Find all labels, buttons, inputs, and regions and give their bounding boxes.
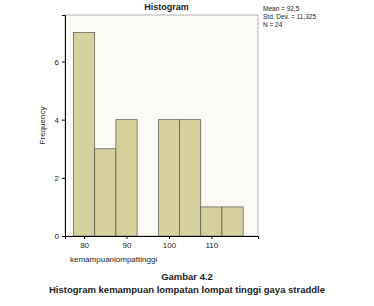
y-axis-title: Frequency [38,107,47,145]
x-tick-mark [84,236,85,239]
y-tick-mark [62,120,65,121]
title: Histogram [144,2,189,12]
y-tick: 4 [55,116,65,125]
y-tick-label: 2 [55,174,60,183]
x-tick-label: 100 [163,241,177,250]
y-tick-mark [62,236,65,237]
x-axis-line [66,237,259,240]
stats-box: Mean = 92,5Std. Dev. = 11,325N = 24 [263,5,316,28]
annotation: Mean = 92,5 [263,5,300,12]
chart: 80 90 100 110 0 2 4 6 Histogram kemampuanlompatti… [0,0,374,306]
histogram-bar [180,120,201,236]
bars [73,32,243,236]
x-tick-mark [127,236,128,239]
x-tick: 80 [80,236,89,250]
y-tick: 6 [55,58,65,67]
y-tick-label: 6 [55,58,60,67]
histogram-bar [222,207,243,236]
x-tick-label: 110 [205,241,218,250]
caption-number: Gambar 4.2 [161,271,213,282]
x-tick: 100 [163,236,177,250]
histogram-bar [73,32,94,236]
y-tick-mark [62,62,65,63]
histogram-bar [95,149,116,236]
histogram-bar [158,120,179,236]
histogram-bar [116,120,137,236]
histogram-bar [137,236,158,237]
y-tick-label: 4 [55,116,60,125]
x-tick-mark [211,236,212,239]
y-tick-label: 0 [55,232,60,241]
plot-frame [65,15,258,236]
x-tick: 110 [205,236,218,250]
annotation: Std. Dev. = 11,325 [263,13,316,20]
y-tick: 2 [55,174,65,183]
histogram-bar [201,207,222,236]
x-tick-label: 80 [80,241,89,250]
annotation: N = 24 [263,21,283,28]
y-axis: 0 2 4 6 [55,16,66,242]
x-tick: 90 [123,236,132,250]
x-tick-label: 90 [123,241,132,250]
y-axis-line [62,16,66,237]
caption-text: Histogram kemampuan lompatan lompat ting… [49,284,325,295]
x-axis-title: kemampuanlompattinggi [70,255,157,264]
x-tick-mark [169,236,170,239]
y-tick-mark [62,178,65,179]
x-axis: 80 90 100 110 [66,236,259,250]
y-tick: 0 [55,232,65,241]
